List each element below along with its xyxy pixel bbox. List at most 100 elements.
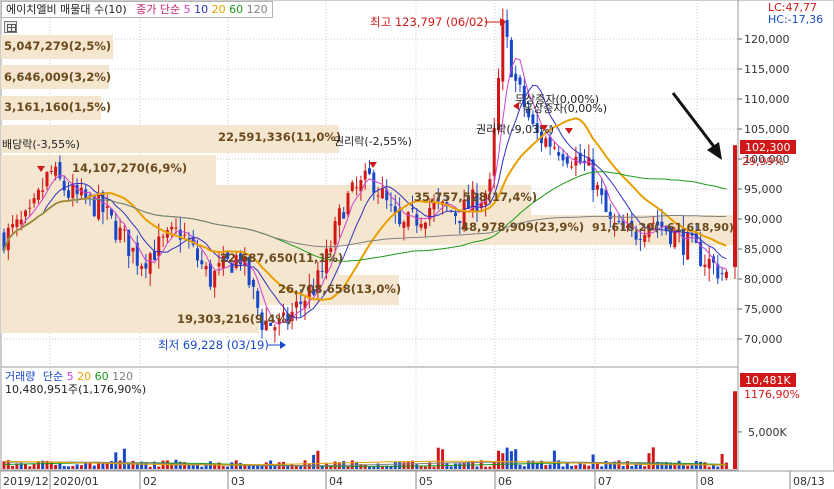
volume-bar (518, 464, 522, 469)
candle-body (630, 220, 634, 229)
y-tick-label: 70,000 (744, 333, 783, 346)
volume-bar (544, 465, 548, 469)
candle-body (346, 193, 350, 215)
ma-60: 60 (229, 3, 244, 16)
volume-bar (583, 464, 586, 469)
candle-body (651, 222, 655, 224)
event-label: 권리락(-9,03%) (476, 123, 554, 136)
candle-body (613, 222, 617, 224)
candle-body (626, 225, 629, 228)
candle-body (600, 188, 604, 196)
candle-body (269, 322, 273, 326)
candle-body (226, 251, 230, 259)
candle-body (58, 162, 62, 179)
volume-bar (578, 462, 582, 469)
event-label: 배당락(-3,55%) (2, 138, 80, 151)
volume-bar (122, 448, 126, 469)
candle-body (578, 152, 582, 164)
candle-body (114, 220, 118, 240)
hc-value: HC:-17,36 (768, 13, 824, 26)
candle-body (28, 207, 32, 209)
candle-body (2, 232, 6, 251)
volume-bar (84, 461, 88, 469)
event-label: 권리락(-2,55%) (334, 135, 412, 148)
volume-bar (243, 463, 247, 469)
volume-bar (441, 449, 445, 469)
volume-bar (75, 464, 79, 469)
volume-bar (144, 462, 148, 469)
volume-profile-label: 61,618,90) (667, 221, 734, 234)
volume-bar (686, 465, 690, 469)
candle-body (260, 312, 264, 330)
candle-body (217, 263, 221, 267)
candle-body (415, 214, 419, 226)
candle-body (71, 185, 75, 199)
ma-5: 5 (183, 3, 191, 16)
candle-body (165, 230, 169, 238)
volume-bar (41, 460, 45, 469)
candle-body (19, 219, 23, 225)
event-arrow (540, 125, 548, 131)
candle-body (329, 248, 333, 253)
candle-body (256, 290, 260, 308)
volume-bar (187, 464, 191, 469)
volume-bar (643, 466, 647, 469)
grid-table-icon[interactable] (4, 21, 17, 33)
candle-body (570, 166, 574, 168)
candle-body (157, 236, 161, 257)
volume-bar (183, 462, 187, 469)
volume-profile-label: 5,047,279(2,5%) (4, 39, 111, 53)
candle-body (638, 238, 642, 240)
volume-profile-label: 14,107,270(6,9%) (72, 161, 187, 175)
candle-body (385, 189, 389, 201)
volume-bar (346, 466, 350, 469)
volume-bar (67, 466, 70, 469)
candle-body (677, 231, 681, 233)
volume-bar (600, 466, 604, 469)
volume-bar (32, 463, 36, 469)
volume-bar (656, 461, 660, 469)
volume-bar (213, 463, 217, 469)
volume-bar (170, 463, 174, 469)
candle-body (595, 184, 599, 190)
volume-bar (484, 466, 488, 469)
x-tick-label: 04 (329, 475, 343, 488)
candle-body (204, 265, 208, 270)
volume-bar (380, 465, 384, 469)
y-tick-label: 80,000 (744, 273, 783, 286)
volume-bar (565, 463, 569, 469)
y-tick-label: 95,000 (744, 183, 783, 196)
volume-bar (294, 465, 298, 469)
candle-body (221, 255, 225, 269)
candle-body (273, 327, 277, 331)
volume-bar (15, 463, 19, 469)
candle-body (110, 208, 113, 216)
candle-body (140, 266, 144, 269)
volume-bar (398, 461, 402, 469)
annotation-arrowhead (707, 142, 722, 160)
volume-bar (673, 462, 677, 469)
volume-bar (527, 460, 531, 469)
volume-bar (45, 460, 49, 469)
volume-bar (204, 463, 208, 469)
volume-bar (724, 462, 728, 469)
volume-bar (638, 462, 642, 469)
vol-ma-5: 5 (66, 370, 74, 383)
y-tick-label: 90,000 (744, 213, 783, 226)
candle-body (604, 190, 608, 212)
candle-body (144, 263, 148, 269)
candle-body (694, 233, 698, 243)
candle-body (454, 213, 457, 217)
x-tick-label: 05 (419, 475, 433, 488)
volume-bar (591, 454, 595, 469)
volume-profile-bar (1, 305, 259, 333)
volume-bar (157, 466, 161, 469)
candle-body (565, 156, 569, 164)
candle-body (282, 312, 285, 316)
candle-body (647, 224, 651, 238)
vol-ma-60: 60 (94, 370, 109, 383)
candle-body (402, 221, 406, 228)
x-tick-label: 2020/01 (53, 475, 99, 488)
volume-tag (740, 373, 796, 387)
